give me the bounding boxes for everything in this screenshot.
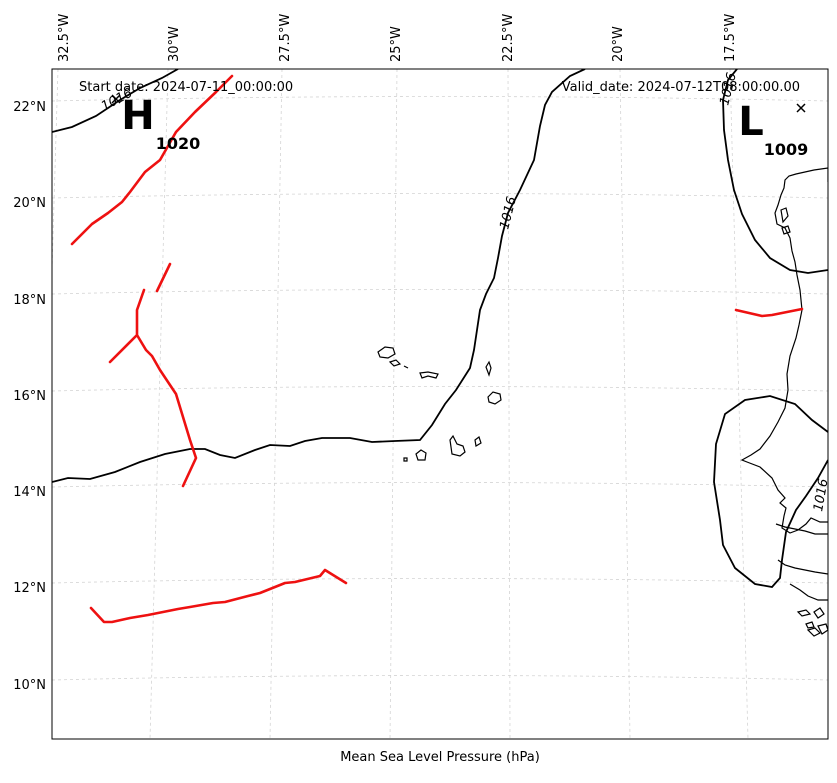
low-pressure-value: 1009 [764,140,809,159]
gambia-river [775,523,828,535]
lat-label-16n: 16°N [13,389,46,404]
lon-label-30w: 30°W [167,26,182,62]
isobar-1016-southeast [713,395,828,588]
low-pressure-letter: L [738,99,764,145]
bijagos-island-4 [806,627,822,637]
parallel-12n [52,578,828,584]
parallel-18n [52,289,828,295]
cape-verde-santo-antao [377,346,396,359]
meridian-30w [149,69,169,739]
graticule [52,69,828,739]
parallel-14n [52,482,828,488]
africa-coastline [740,167,828,534]
front-east [734,307,804,318]
fronts [70,74,804,624]
bijagos-island-5 [817,623,828,635]
cape-verde-sao-nicolau [419,371,439,379]
isobar-1016-northeast [722,69,828,274]
parallel-20n [52,193,828,199]
contour-label-1016-southeast: 1016 [811,477,832,512]
parallel-10n [52,675,828,681]
high-center-marker [111,94,121,104]
parallel-16n [52,386,828,392]
lon-label-22-5w: 22.5°W [501,14,516,62]
lon-label-20w: 20°W [611,26,626,62]
meridian-25w [389,69,398,739]
meridian-17-5w [729,69,749,739]
lon-label-32-5w: 32.5°W [57,14,72,62]
front-north-west [70,74,234,246]
low-center-marker [796,103,806,113]
contour-label-1016-center: 1016 [497,195,520,231]
cape-verde-brava [403,457,408,462]
lon-label-25w: 25°W [389,26,404,62]
cape-verde-sal [485,360,492,377]
cape-verde-boa-vista [487,391,502,405]
bijagos-island-1 [796,609,812,617]
lat-label-12n: 12°N [13,581,46,596]
parallel-22n [52,96,828,102]
cape-verde-santa-luzia [403,365,409,369]
high-pressure-value: 1020 [156,134,201,153]
lat-label-22n: 22°N [13,100,46,115]
lat-label-20n: 20°N [13,196,46,211]
cape-verde-santiago [449,434,466,457]
valid-date: Valid_date: 2024-07-12T08:00:00.00 [562,80,800,95]
cape-verde-fogo [415,449,427,461]
map-frame [51,68,829,740]
contour-labels: 1016 1016 1016 1016 [99,71,832,512]
meridian-27-5w [269,69,283,739]
lon-label-27-5w: 27.5°W [278,14,293,62]
bijagos-island-2 [813,607,825,619]
guinea-bissau-coast [777,559,828,601]
cape-verde-sao-vicente [388,359,402,367]
lon-label-17-5w: 17.5°W [723,14,738,62]
front-south [89,568,348,624]
center-markers [111,94,806,113]
meridian-20w [619,69,631,739]
meridian-32-5w [52,69,59,284]
front-central-west [108,262,198,488]
low-pressure-center: L 1009 [738,99,808,159]
bijagos-island-3 [805,621,815,629]
isobar-1016-northwest [52,69,179,133]
high-pressure-letter: H [121,93,154,139]
coastlines [377,167,828,637]
map-caption: Mean Sea Level Pressure (hPa) [340,750,540,765]
high-pressure-center: H 1020 [121,93,200,153]
longitude-labels: 32.5°W 30°W 27.5°W 25°W 22.5°W 20°W 17.5… [57,14,738,62]
lat-label-10n: 10°N [13,678,46,693]
latitude-labels: 22°N 20°N 18°N 16°N 14°N 12°N 10°N [13,100,46,693]
lat-label-14n: 14°N [13,485,46,500]
lat-label-18n: 18°N [13,293,46,308]
meridian-22-5w [507,69,511,739]
start-date: Start date: 2024-07-11_00:00:00 [79,80,293,95]
cape-verde-maio [474,436,482,447]
canary-coast-islands [780,207,791,235]
